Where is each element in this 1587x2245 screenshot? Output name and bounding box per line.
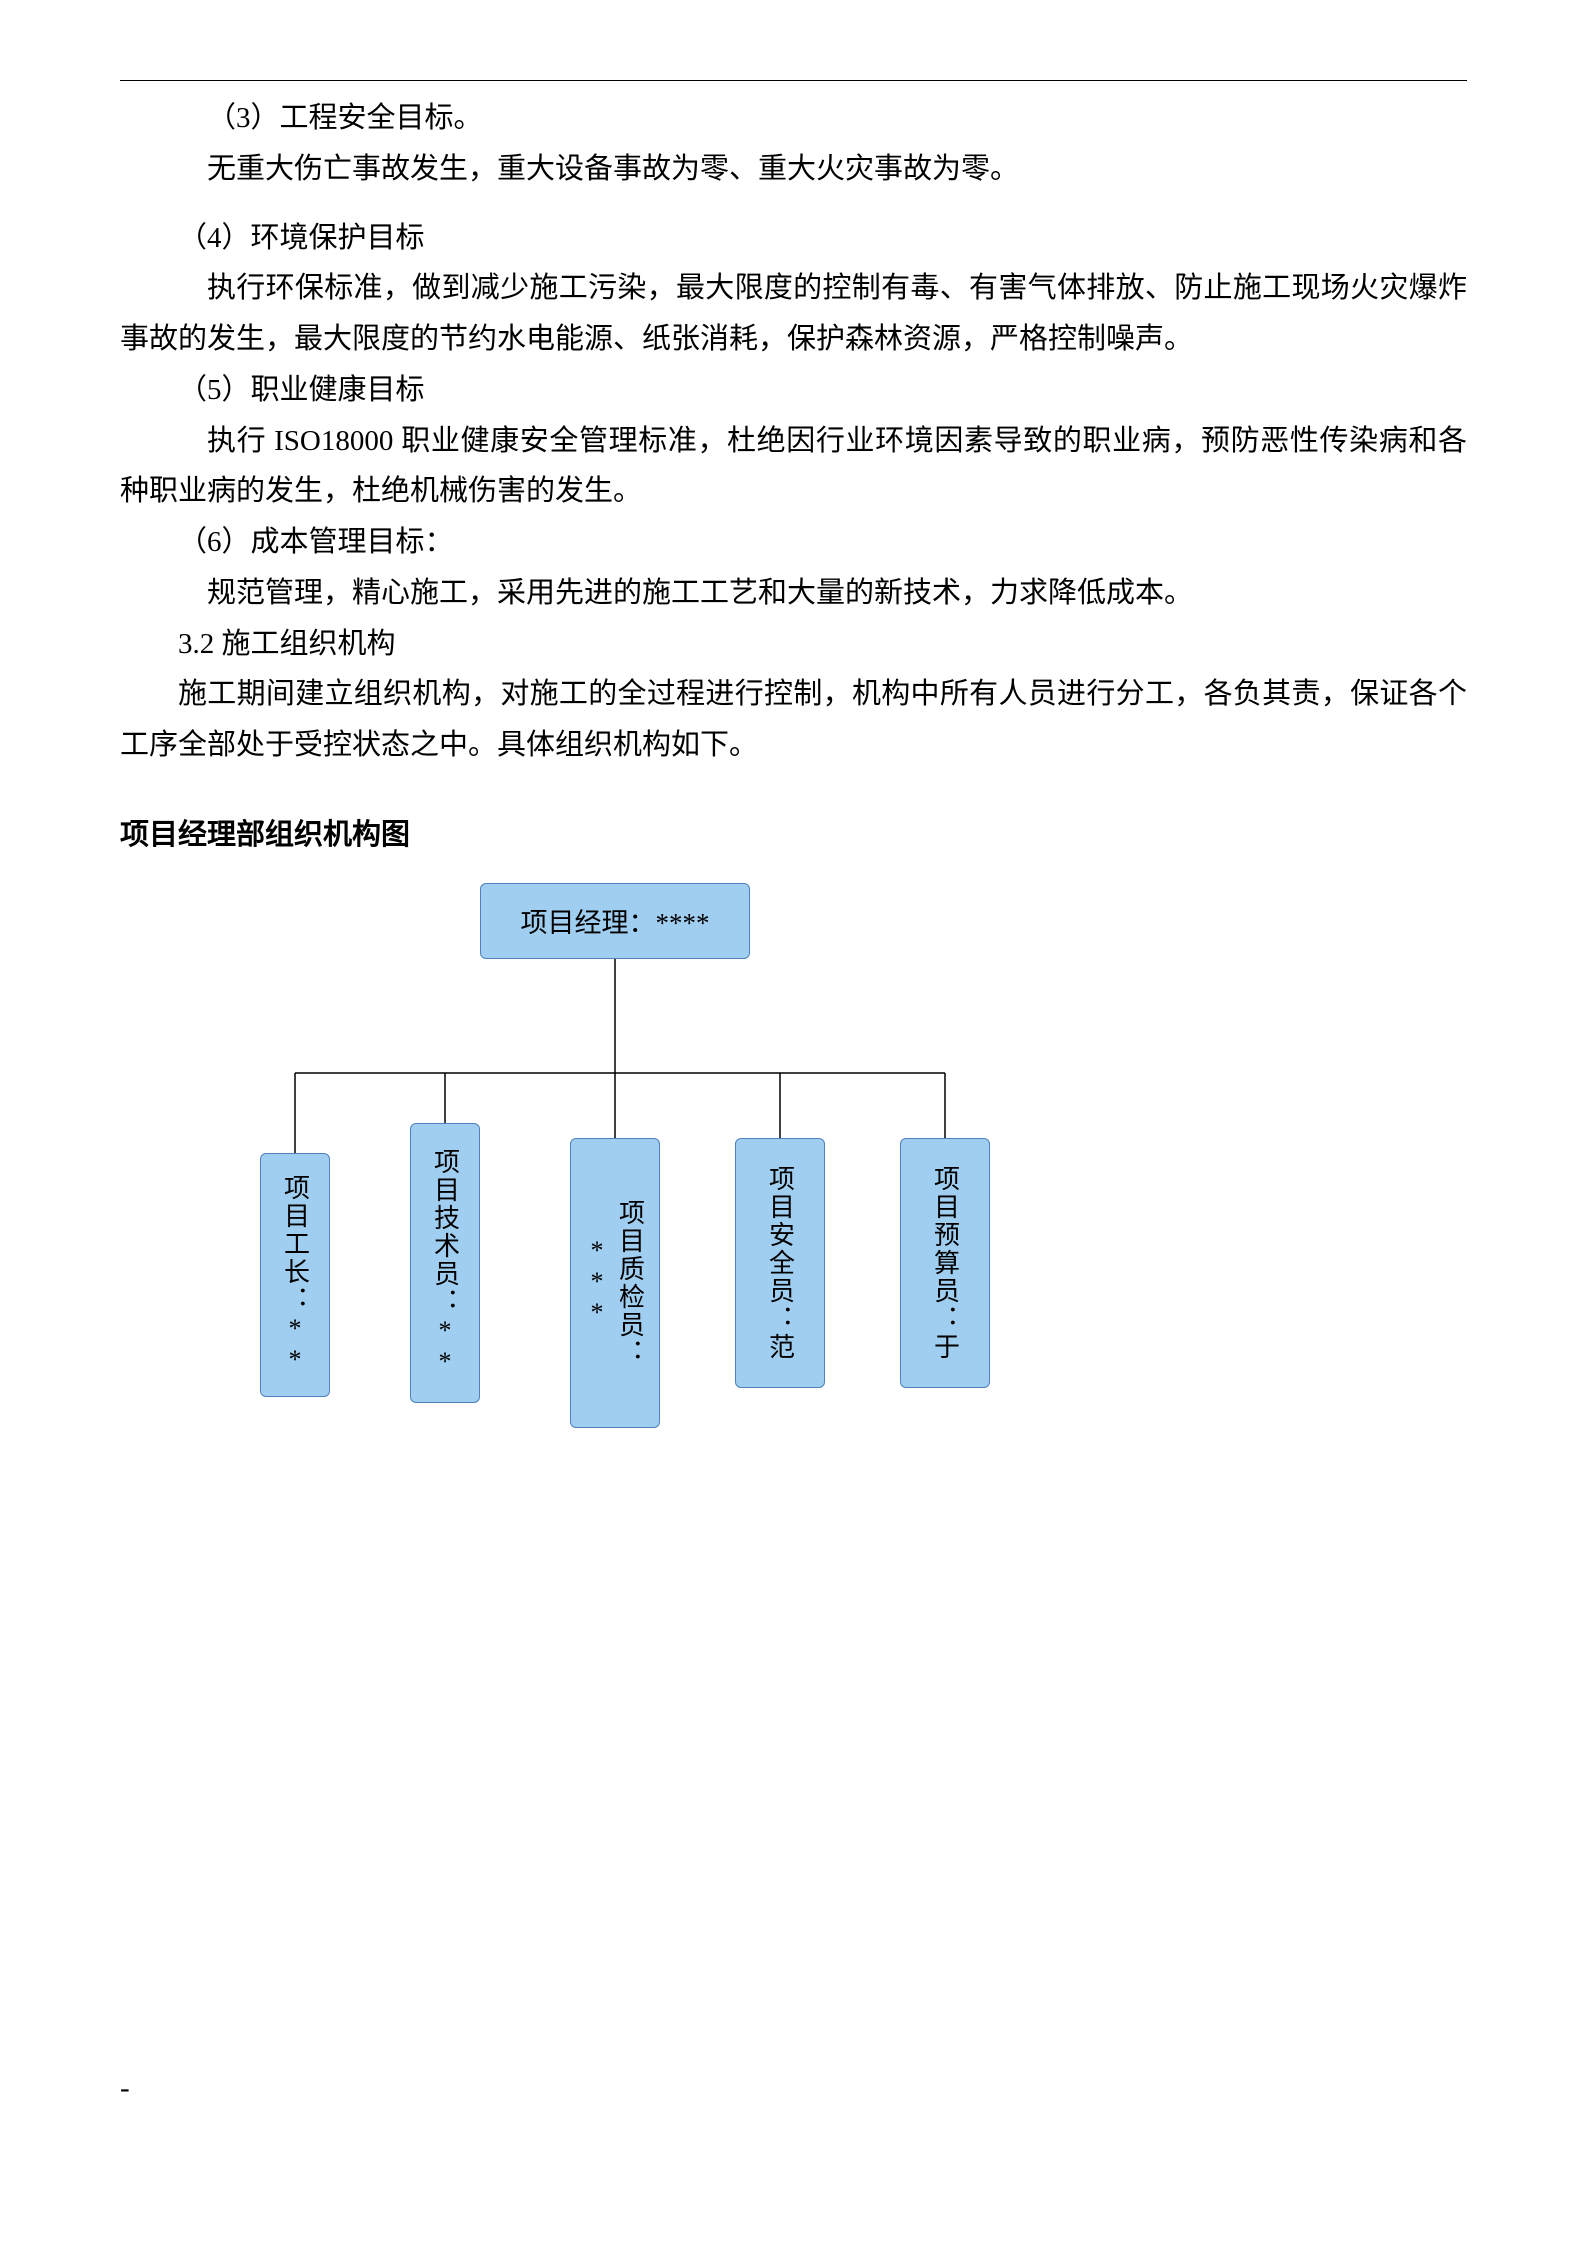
para-cost-goal-head: （6）成本管理目标：	[120, 517, 1467, 568]
page-top-rule	[120, 80, 1467, 81]
para-safety-goal-head: （3）工程安全目标。	[120, 93, 1467, 144]
para-org-intro: 施工期间建立组织机构，对施工的全过程进行控制，机构中所有人员进行分工，各负其责，…	[120, 669, 1467, 771]
org-child-node: 项目安全员：范	[735, 1138, 825, 1388]
org-child-node: 项目预算员：于	[900, 1138, 990, 1388]
page-footer-dash: -	[120, 2072, 130, 2105]
para-safety-goal-body: 无重大伤亡事故发生，重大设备事故为零、重大火灾事故为零。	[120, 144, 1467, 195]
org-child-node: 项目质检员：***	[570, 1138, 660, 1428]
org-child-node: 项目技术员：**	[410, 1123, 480, 1403]
para-cost-goal-body: 规范管理，精心施工，采用先进的施工工艺和大量的新技术，力求降低成本。	[120, 568, 1467, 619]
org-connectors	[180, 883, 1180, 1443]
para-health-goal-head: （5）职业健康目标	[120, 365, 1467, 416]
para-env-goal-body: 执行环保标准，做到减少施工污染，最大限度的控制有毒、有害气体排放、防止施工现场火…	[120, 263, 1467, 365]
org-chart: 项目经理：****项目工长：**项目技术员：**项目质检员：***项目安全员：范…	[180, 883, 1180, 1403]
org-root-node: 项目经理：****	[480, 883, 750, 959]
para-section-3-2: 3.2 施工组织机构	[120, 619, 1467, 670]
para-health-goal-body: 执行 ISO18000 职业健康安全管理标准，杜绝因行业环境因素导致的职业病，预…	[120, 416, 1467, 518]
org-chart-title: 项目经理部组织机构图	[120, 811, 1467, 853]
para-env-goal-head: （4）环境保护目标	[120, 213, 1467, 264]
org-child-node: 项目工长：**	[260, 1153, 330, 1397]
document-page: （3）工程安全目标。 无重大伤亡事故发生，重大设备事故为零、重大火灾事故为零。 …	[0, 0, 1587, 2245]
